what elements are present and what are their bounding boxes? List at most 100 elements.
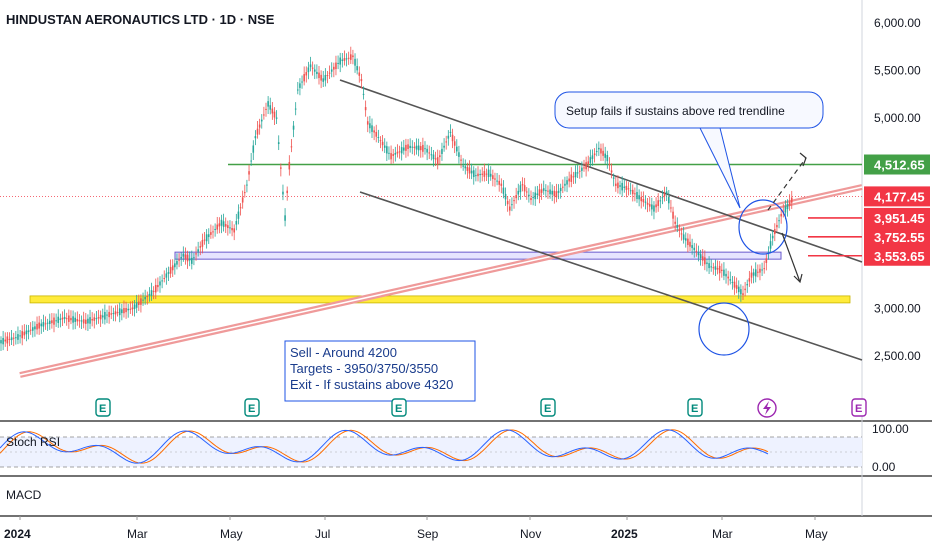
candle-body <box>358 72 361 76</box>
candle-body <box>140 298 142 305</box>
note-line-3: Exit - If sustains above 4320 <box>290 377 453 392</box>
earnings-marker-label: E <box>99 403 106 415</box>
candle-body <box>163 278 166 280</box>
candle-body <box>388 152 390 154</box>
dividend-marker[interactable]: E <box>851 398 867 417</box>
candle-body <box>733 281 736 288</box>
lightning-icon <box>763 401 771 415</box>
earnings-marker-2[interactable]: E <box>244 398 260 417</box>
candle-body <box>405 144 407 151</box>
candle-body <box>680 233 683 235</box>
candle-body <box>239 207 242 209</box>
candle-body <box>776 224 778 228</box>
callout-pointer <box>699 127 741 209</box>
y-tick-label: 5,500.00 <box>874 64 921 78</box>
candle-body <box>638 195 640 200</box>
candle-body <box>343 58 346 61</box>
candle-body <box>10 337 13 341</box>
price-badge-2[interactable]: 4,177.45 <box>864 186 930 207</box>
candle-body <box>180 256 182 259</box>
candle-body <box>61 317 64 320</box>
candle-body <box>456 146 458 152</box>
candle-body <box>316 71 318 75</box>
candle-body <box>193 257 195 259</box>
candle-body <box>759 268 761 273</box>
candle-body <box>430 154 433 156</box>
candle-body <box>472 170 475 178</box>
candle-body <box>721 269 723 271</box>
candle-body <box>6 336 9 344</box>
candle-body <box>267 101 269 107</box>
earnings-marker-5[interactable]: E <box>687 398 703 417</box>
candle-body <box>687 238 689 246</box>
price-badge-1[interactable]: 4,512.65 <box>864 154 930 175</box>
candle-body <box>110 313 113 315</box>
candle-body <box>150 290 153 296</box>
candle-body <box>576 172 579 174</box>
candle-body <box>451 134 454 142</box>
candle-body <box>254 136 257 139</box>
earnings-marker-3[interactable]: E <box>391 398 407 417</box>
earnings-marker-4[interactable]: E <box>540 398 556 417</box>
candle-body <box>545 190 547 192</box>
candle-body <box>723 269 725 276</box>
support-zone-yellow <box>29 295 851 304</box>
candle-body <box>360 79 363 82</box>
candle-body <box>354 58 356 66</box>
candle-body <box>15 337 17 339</box>
price-badge-label: 3,553.65 <box>874 249 925 264</box>
candle-body <box>273 111 276 118</box>
price-badge-5[interactable]: 3,553.65 <box>864 245 930 266</box>
candle-body <box>299 83 301 88</box>
x-tick-label: Mar <box>712 527 733 541</box>
candle-body <box>528 194 530 197</box>
earnings-marker-1[interactable]: E <box>95 398 111 417</box>
price-badge-label: 3,752.55 <box>874 230 925 245</box>
candle-body <box>197 249 199 252</box>
candle-body <box>70 317 72 321</box>
candle-body <box>595 151 598 153</box>
candle-body <box>280 167 282 169</box>
candle-body <box>693 247 696 251</box>
highlight-circle-top <box>738 199 788 255</box>
candle-body <box>668 196 670 204</box>
candle-body <box>509 206 511 211</box>
candle-body <box>419 146 422 151</box>
stoch-tick-label: 0.00 <box>872 460 896 474</box>
candle-body <box>258 124 261 128</box>
price-badge-3[interactable]: 3,951.45 <box>864 207 930 228</box>
candle-body <box>538 189 541 197</box>
candle-body <box>403 147 405 151</box>
candle-body <box>364 107 367 111</box>
candle-body <box>718 265 721 274</box>
price-badge-4[interactable]: 3,752.55 <box>864 226 930 247</box>
candle-body <box>636 192 638 200</box>
candle-body <box>542 188 545 191</box>
candle-body <box>114 311 117 315</box>
candle-body <box>195 253 197 255</box>
candle-body <box>765 258 768 263</box>
candle-body <box>602 150 604 156</box>
candle-body <box>708 263 710 269</box>
candle-body <box>89 317 91 324</box>
earnings-marker-box <box>687 398 703 417</box>
candle-body <box>483 171 486 177</box>
candle-body <box>127 308 129 311</box>
candle-body <box>82 319 85 324</box>
candle-body <box>97 317 100 319</box>
price-badge-bg <box>864 245 930 266</box>
x-tick-label: 2024 <box>4 527 31 541</box>
candle-body <box>199 246 202 248</box>
candle-body <box>646 202 649 205</box>
x-tick-label: Nov <box>520 527 541 541</box>
candle-body <box>784 206 787 213</box>
lightning-marker[interactable] <box>757 398 777 418</box>
price-badge-bg <box>864 186 930 207</box>
price-badge-label: 4,512.65 <box>874 158 925 173</box>
candle-body <box>725 273 727 277</box>
candle-body <box>436 157 439 165</box>
candle-body <box>379 140 382 142</box>
candle-body <box>203 239 206 241</box>
candle-body <box>78 320 81 322</box>
